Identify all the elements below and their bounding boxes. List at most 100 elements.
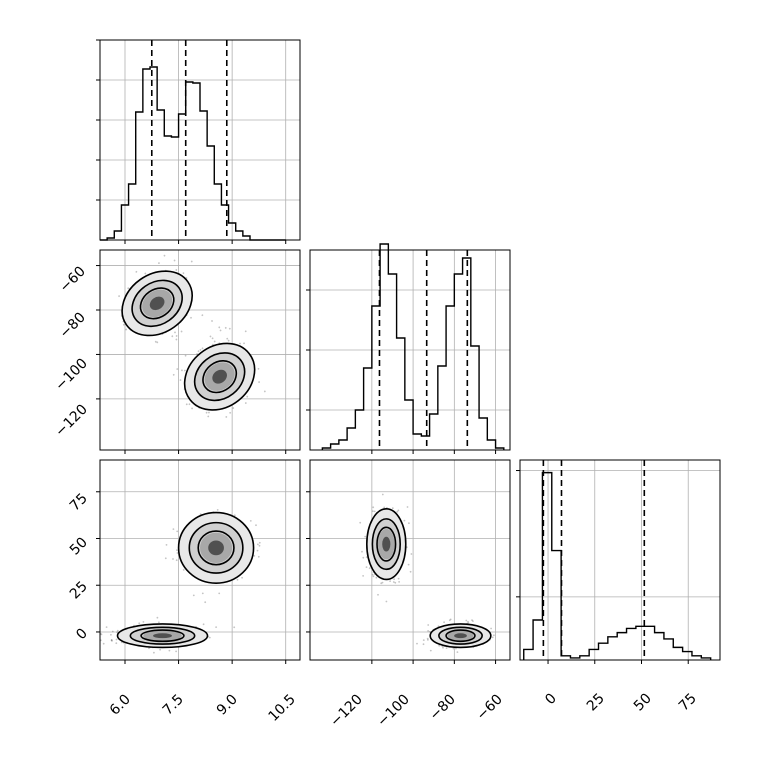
scatter-point [359, 521, 362, 524]
scatter-point [111, 640, 113, 642]
scatter-point [442, 646, 444, 649]
scatter-point [239, 342, 241, 345]
scatter-point [256, 549, 259, 552]
scatter-point [176, 530, 179, 533]
scatter-point [204, 601, 207, 604]
scatter-point [410, 553, 413, 555]
scatter-point [365, 566, 368, 568]
scatter-point [373, 510, 376, 513]
scatter-point [438, 644, 441, 647]
scatter-point [135, 270, 138, 273]
scatter-point [368, 567, 371, 570]
contour-line [188, 521, 244, 574]
scatter-point [224, 326, 227, 329]
scatter-point [122, 323, 125, 326]
scatter-point [215, 626, 218, 628]
scatter-point [201, 314, 204, 317]
scatter-point [175, 335, 178, 337]
scatter-point [362, 556, 365, 559]
scatter-point [227, 339, 230, 342]
scatter-point [173, 259, 176, 262]
scatter-point [168, 649, 171, 652]
scatter-point [257, 555, 260, 558]
scatter-point [176, 552, 179, 554]
density-fill [149, 296, 165, 311]
scatter-point [443, 621, 445, 624]
scatter-point [182, 569, 185, 571]
scatter-point [253, 555, 256, 557]
scatter-point [383, 506, 386, 509]
contour-body [359, 493, 495, 653]
contour-param-1-param-2-panel [96, 249, 301, 454]
hist-param-3-panel [516, 459, 721, 664]
scatter-point [111, 630, 114, 633]
histogram-step [321, 243, 505, 450]
scatter-point [377, 593, 379, 596]
scatter-point [371, 573, 374, 576]
scatter-point [361, 550, 363, 553]
scatter-point [371, 510, 374, 513]
scatter-point [185, 403, 188, 406]
scatter-point [493, 634, 495, 637]
scatter-point [100, 633, 103, 636]
scatter-point [228, 327, 231, 330]
scatter-point [172, 373, 175, 376]
hist-param-2-panel [306, 243, 511, 454]
scatter-point [375, 576, 378, 579]
scatter-point [449, 618, 452, 621]
scatter-point [158, 621, 160, 624]
scatter-point [184, 369, 186, 372]
scatter-point [197, 350, 200, 353]
scatter-point [196, 353, 198, 355]
scatter-point [365, 556, 368, 558]
scatter-point [456, 651, 459, 653]
contour-line [202, 360, 238, 394]
scatter-point [452, 647, 455, 650]
scatter-point [226, 337, 229, 340]
scatter-point [153, 651, 155, 654]
scatter-point [171, 335, 174, 338]
axes-frame [519, 459, 721, 661]
scatter-point [138, 622, 141, 625]
scatter-point [422, 639, 425, 641]
scatter-point [389, 580, 391, 582]
axes-frame [99, 249, 301, 451]
scatter-point [163, 254, 166, 257]
density-fill [212, 369, 227, 384]
scatter-point [181, 369, 183, 372]
scatter-point [398, 581, 400, 583]
histogram-step [523, 471, 712, 660]
scatter-point [394, 581, 397, 584]
contour-line [177, 511, 255, 584]
scatter-point [409, 570, 412, 573]
scatter-point [255, 524, 257, 527]
axes-frame [99, 459, 301, 661]
scatter-point [263, 390, 266, 393]
scatter-point [172, 558, 174, 560]
axes-frame [99, 39, 301, 241]
scatter-point [385, 600, 388, 603]
density-fill [454, 633, 467, 639]
scatter-point [201, 347, 204, 350]
scatter-point [154, 340, 157, 343]
contour-line [366, 507, 407, 581]
scatter-point [397, 509, 400, 512]
scatter-point [172, 528, 175, 530]
scatter-point [257, 367, 260, 370]
scatter-point [179, 379, 182, 381]
scatter-point [218, 592, 221, 595]
scatter-point [207, 415, 210, 418]
contour-line [429, 623, 492, 649]
scatter-point [184, 354, 187, 357]
contour-param-1-param-3-panel [96, 459, 301, 664]
contour-body [118, 254, 266, 418]
scatter-point [258, 381, 260, 383]
scatter-point [116, 629, 119, 632]
scatter-point [229, 411, 232, 414]
scatter-point [406, 506, 409, 508]
scatter-point [448, 619, 451, 622]
scatter-point [110, 639, 113, 641]
histogram-step [100, 66, 286, 241]
scatter-point [372, 506, 375, 509]
